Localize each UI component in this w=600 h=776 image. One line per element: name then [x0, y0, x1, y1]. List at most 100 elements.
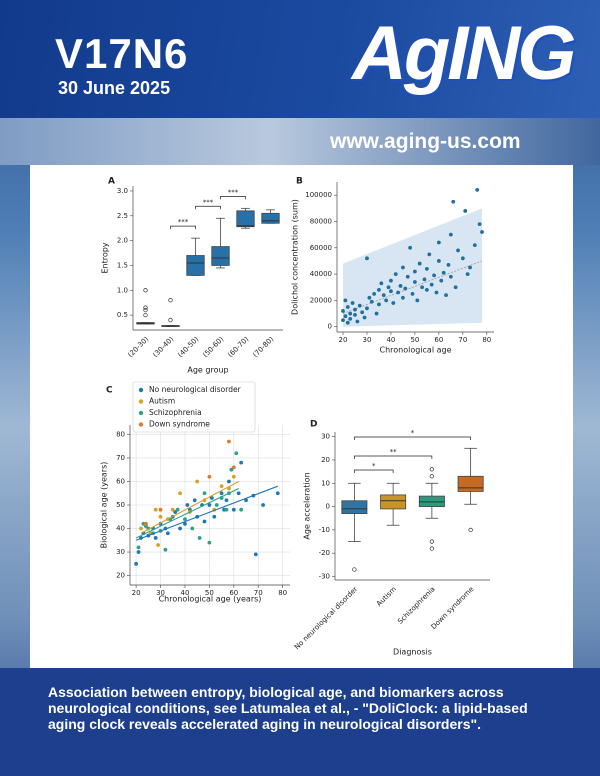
point	[158, 507, 163, 512]
point	[441, 270, 446, 275]
point	[434, 290, 439, 295]
y-tick-label: 40000	[310, 270, 332, 278]
point	[480, 230, 484, 234]
x-axis-label: Chronological age	[379, 346, 451, 355]
x-tick-label: Autism	[375, 585, 398, 608]
x-tick-label: 30	[156, 589, 165, 597]
box	[236, 210, 255, 228]
point	[417, 261, 422, 266]
point	[448, 274, 453, 279]
significance-label: *	[411, 429, 415, 437]
point	[420, 285, 424, 290]
y-tick-label: -10	[319, 526, 330, 534]
point	[348, 316, 353, 321]
legend-label: Autism	[149, 397, 175, 406]
point	[185, 503, 190, 507]
point	[343, 314, 348, 319]
outlier	[168, 317, 173, 323]
point	[436, 259, 441, 263]
point	[377, 302, 381, 307]
point	[448, 232, 453, 237]
point	[360, 310, 365, 315]
x-tick-label: (50-60)	[201, 335, 225, 359]
panel-label: A	[108, 177, 115, 187]
point	[275, 491, 280, 496]
x-tick-label: 50	[205, 589, 214, 597]
point	[377, 287, 381, 292]
point	[398, 284, 403, 288]
caption: Association between entropy, biological …	[48, 684, 528, 732]
point	[468, 265, 472, 270]
x-tick-label: (60-70)	[226, 335, 250, 359]
point	[424, 287, 429, 292]
x-axis-label: Chronological age (years)	[159, 595, 262, 604]
point	[353, 307, 357, 312]
legend-box	[132, 381, 256, 433]
point	[192, 498, 197, 503]
y-tick-label: 10	[321, 479, 330, 487]
point	[219, 491, 224, 496]
y-tick-label: 60000	[310, 244, 332, 252]
point	[391, 301, 396, 305]
trend-line	[342, 260, 483, 314]
x-tick-label: 20	[132, 589, 141, 597]
point	[227, 439, 231, 444]
significance-bracket	[354, 436, 471, 440]
point	[195, 479, 200, 484]
y-tick-label: 0.5	[117, 311, 128, 319]
point	[183, 517, 187, 522]
point	[463, 209, 468, 213]
point	[415, 298, 420, 303]
x-tick-label: 60	[434, 336, 443, 344]
legend-label: Down syndrome	[149, 420, 210, 429]
point	[381, 293, 386, 298]
x-tick-label: (40-50)	[176, 335, 200, 359]
point	[234, 451, 239, 456]
legend-marker	[138, 387, 144, 393]
outlier	[168, 298, 173, 303]
point	[353, 312, 357, 317]
point	[224, 507, 229, 512]
point	[153, 536, 158, 540]
point	[153, 507, 158, 512]
point	[253, 552, 258, 557]
y-axis-label: Dolichol concentration (sum)	[291, 199, 300, 315]
point	[408, 245, 413, 250]
point	[477, 222, 482, 227]
point	[350, 301, 355, 305]
url-band	[0, 118, 600, 165]
y-tick-label: 2.0	[117, 237, 128, 245]
caption-band	[0, 668, 600, 776]
y-tick-label: 60	[116, 477, 125, 485]
point	[369, 299, 374, 304]
journal-url: www.aging-us.com	[330, 130, 521, 153]
point	[386, 285, 391, 290]
point	[465, 272, 470, 277]
point	[236, 491, 241, 496]
point	[365, 306, 369, 311]
y-tick-label: 30	[321, 433, 330, 441]
point	[389, 289, 393, 294]
point	[475, 187, 480, 192]
outlier	[429, 546, 435, 551]
point	[405, 274, 410, 279]
significance-bracket	[220, 195, 246, 200]
x-tick-label: 60	[229, 589, 238, 597]
x-tick-label: Schizophrenia	[396, 585, 436, 625]
y-tick-label: 80000	[310, 217, 332, 225]
x-tick-label: (70-80)	[251, 335, 275, 359]
point	[231, 465, 236, 470]
point	[413, 269, 417, 274]
point	[244, 498, 248, 503]
y-tick-label: 3.0	[117, 187, 128, 195]
y-axis-label: Age acceleration	[303, 472, 312, 539]
point	[367, 295, 372, 300]
significance-label: ***	[203, 198, 214, 206]
point	[229, 467, 234, 472]
significance-label: **	[390, 448, 398, 456]
point	[456, 248, 460, 253]
point	[173, 510, 178, 514]
point	[393, 272, 398, 277]
x-tick-label: 20	[339, 336, 348, 344]
